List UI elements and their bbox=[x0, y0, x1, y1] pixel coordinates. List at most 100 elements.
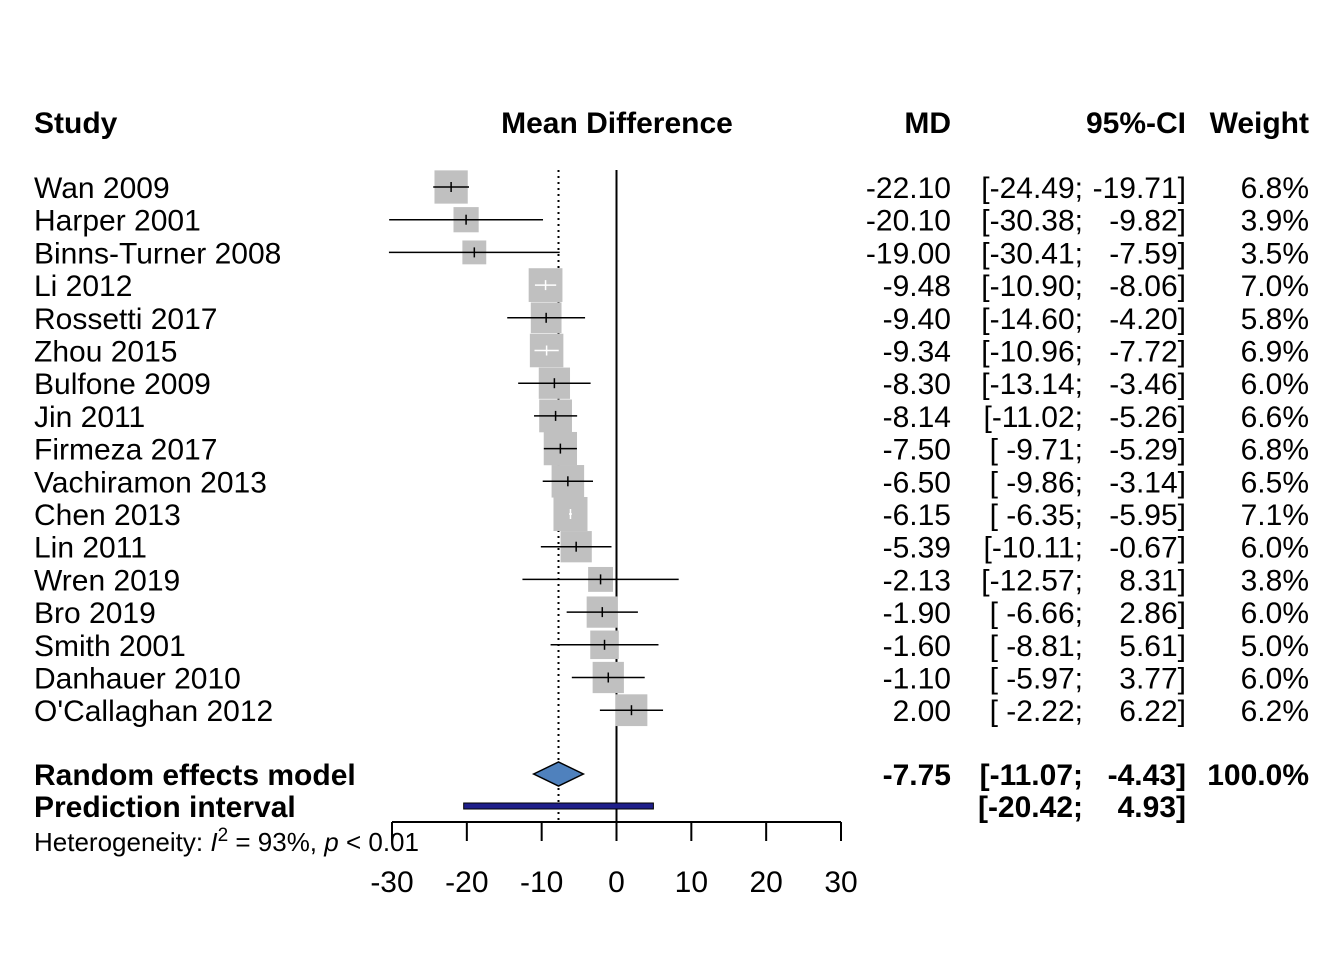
study-weight: 7.0% bbox=[1241, 270, 1309, 303]
study-md: -9.48 bbox=[883, 270, 951, 303]
study-ci-upper: -8.06] bbox=[1109, 270, 1186, 303]
summary-rows: Random effects model -7.75 [-11.07; -4.43] 1… bbox=[34, 759, 1309, 824]
study-ci-lower: [-30.41; bbox=[981, 237, 1083, 270]
study-ci-lower: [-10.90; bbox=[981, 270, 1083, 303]
study-md: -5.39 bbox=[883, 532, 951, 565]
study-name: Smith 2001 bbox=[34, 630, 186, 663]
x-axis-tick-label: 0 bbox=[608, 866, 625, 899]
study-ci-lower: [ -2.22; bbox=[990, 695, 1083, 728]
pooled-label: Random effects model bbox=[34, 759, 356, 792]
study-name: O'Callaghan 2012 bbox=[34, 695, 273, 728]
pooled-ci-lower: [-11.07; bbox=[980, 759, 1083, 792]
study-weight: 5.8% bbox=[1241, 303, 1309, 336]
study-rows: Wan 2009 -22.10 [-24.49; -19.71] 6.8%Harper … bbox=[34, 170, 1309, 728]
study-weight: 6.8% bbox=[1241, 434, 1309, 467]
study-ci-upper: 5.61] bbox=[1119, 630, 1186, 663]
study-weight: 6.0% bbox=[1241, 368, 1309, 401]
study-md: -7.50 bbox=[883, 434, 951, 467]
study-ci-lower: [ -5.97; bbox=[990, 663, 1083, 696]
heterogeneity-i-symbol: I bbox=[210, 827, 217, 857]
study-row: O'Callaghan 2012 2.00 [ -2.22; 6.22] 6.2% bbox=[34, 694, 1309, 728]
study-md: -2.13 bbox=[883, 564, 951, 597]
x-axis: -30 -20 -10 0 10 20 30 bbox=[370, 821, 858, 899]
study-ci-upper: -0.67] bbox=[1109, 532, 1186, 565]
x-axis-tick-label: 20 bbox=[749, 866, 782, 899]
prediction-label: Prediction interval bbox=[34, 791, 296, 824]
heterogeneity-note: Heterogeneity: I2 = 93%, p < 0.01 bbox=[34, 825, 419, 857]
x-axis-tick-label: -20 bbox=[445, 866, 488, 899]
study-row: Harper 2001 -20.10 [-30.38; -9.82] 3.9% bbox=[34, 205, 1309, 238]
x-axis-tick-label: -10 bbox=[520, 866, 563, 899]
study-ci-upper: -3.14] bbox=[1109, 466, 1186, 499]
study-weight: 6.2% bbox=[1241, 695, 1309, 728]
study-name: Bro 2019 bbox=[34, 597, 156, 630]
study-row: Lin 2011 -5.39 [-10.11; -0.67] 6.0% bbox=[34, 531, 1309, 565]
study-md: -8.14 bbox=[883, 401, 951, 434]
prediction-row: Prediction interval [-20.42; 4.93] bbox=[34, 791, 1186, 824]
prediction-ci-upper: 4.93] bbox=[1118, 791, 1186, 824]
study-ci-upper: -5.29] bbox=[1109, 434, 1186, 467]
study-ci-upper: -9.82] bbox=[1109, 205, 1186, 238]
study-md: -20.10 bbox=[866, 205, 951, 238]
study-ci-upper: -5.95] bbox=[1109, 499, 1186, 532]
study-ci-upper: -4.20] bbox=[1109, 303, 1186, 336]
study-weight: 6.5% bbox=[1241, 466, 1309, 499]
prediction-bar bbox=[463, 802, 654, 810]
header-weight: Weight bbox=[1210, 107, 1309, 140]
study-ci-upper: 3.77] bbox=[1119, 663, 1186, 696]
study-md: -6.15 bbox=[883, 499, 951, 532]
study-ci-upper: -5.26] bbox=[1109, 401, 1186, 434]
study-row: Danhauer 2010 -1.10 [ -5.97; 3.77] 6.0% bbox=[34, 661, 1309, 696]
heterogeneity-superscript: 2 bbox=[218, 825, 229, 846]
pooled-diamond bbox=[531, 761, 586, 787]
study-ci-lower: [ -6.66; bbox=[990, 597, 1083, 630]
study-row: Wren 2019 -2.13 [-12.57; 8.31] 3.8% bbox=[34, 564, 1309, 597]
study-weight: 3.8% bbox=[1241, 564, 1309, 597]
study-md: -1.60 bbox=[883, 630, 951, 663]
study-row: Zhou 2015 -9.34 [-10.96; -7.72] 6.9% bbox=[34, 333, 1309, 369]
study-ci-lower: [-11.02; bbox=[983, 401, 1083, 434]
study-name: Zhou 2015 bbox=[34, 336, 177, 369]
x-axis-tick-label: 30 bbox=[824, 866, 857, 899]
study-weight: 6.9% bbox=[1241, 336, 1309, 369]
x-axis-tick-label: 10 bbox=[675, 866, 708, 899]
study-weight: 3.9% bbox=[1241, 205, 1309, 238]
study-weight: 6.6% bbox=[1241, 401, 1309, 434]
study-ci-upper: -7.72] bbox=[1109, 336, 1186, 369]
study-name: Bulfone 2009 bbox=[34, 368, 211, 401]
study-row: Wan 2009 -22.10 [-24.49; -19.71] 6.8% bbox=[34, 170, 1309, 205]
study-row: Bulfone 2009 -8.30 [-13.14; -3.46] 6.0% bbox=[34, 367, 1309, 401]
study-name: Firmeza 2017 bbox=[34, 434, 217, 467]
header-mean-difference: Mean Difference bbox=[501, 107, 733, 140]
study-ci-upper: -19.71] bbox=[1093, 172, 1186, 205]
pooled-md: -7.75 bbox=[883, 759, 951, 792]
study-md: -1.10 bbox=[883, 663, 951, 696]
study-row: Rossetti 2017 -9.40 [-14.60; -4.20] 5.8% bbox=[34, 302, 1309, 336]
study-ci-lower: [-14.60; bbox=[981, 303, 1083, 336]
header-md: MD bbox=[904, 107, 951, 140]
study-weight: 6.0% bbox=[1241, 597, 1309, 630]
study-md: -9.34 bbox=[883, 336, 951, 369]
study-weight: 7.1% bbox=[1241, 499, 1309, 532]
study-row: Li 2012 -9.48 [-10.90; -8.06] 7.0% bbox=[34, 268, 1309, 303]
study-ci-upper: -3.46] bbox=[1109, 368, 1186, 401]
study-weight: 6.0% bbox=[1241, 663, 1309, 696]
study-name: Jin 2011 bbox=[34, 401, 145, 434]
header-ci: 95%-CI bbox=[1086, 107, 1186, 140]
prediction-ci-lower: [-20.42; bbox=[978, 791, 1083, 824]
study-md: -19.00 bbox=[866, 237, 951, 270]
study-weight: 5.0% bbox=[1241, 630, 1309, 663]
study-row: Firmeza 2017 -7.50 [ -9.71; -5.29] 6.8% bbox=[34, 431, 1309, 467]
heterogeneity-value: = 93%, bbox=[228, 827, 324, 857]
study-name: Binns-Turner 2008 bbox=[34, 237, 281, 270]
study-ci-lower: [-24.49; bbox=[981, 172, 1083, 205]
study-row: Binns-Turner 2008 -19.00 [-30.41; -7.59] 3.5… bbox=[34, 237, 1309, 270]
study-weight: 3.5% bbox=[1241, 237, 1309, 270]
study-name: Harper 2001 bbox=[34, 205, 201, 238]
study-row: Jin 2011 -8.14 [-11.02; -5.26] 6.6% bbox=[34, 399, 1309, 434]
study-md: -22.10 bbox=[866, 172, 951, 205]
pooled-ci-upper: -4.43] bbox=[1108, 759, 1186, 792]
study-ci-upper: -7.59] bbox=[1109, 237, 1186, 270]
study-ci-lower: [-10.11; bbox=[983, 532, 1083, 565]
